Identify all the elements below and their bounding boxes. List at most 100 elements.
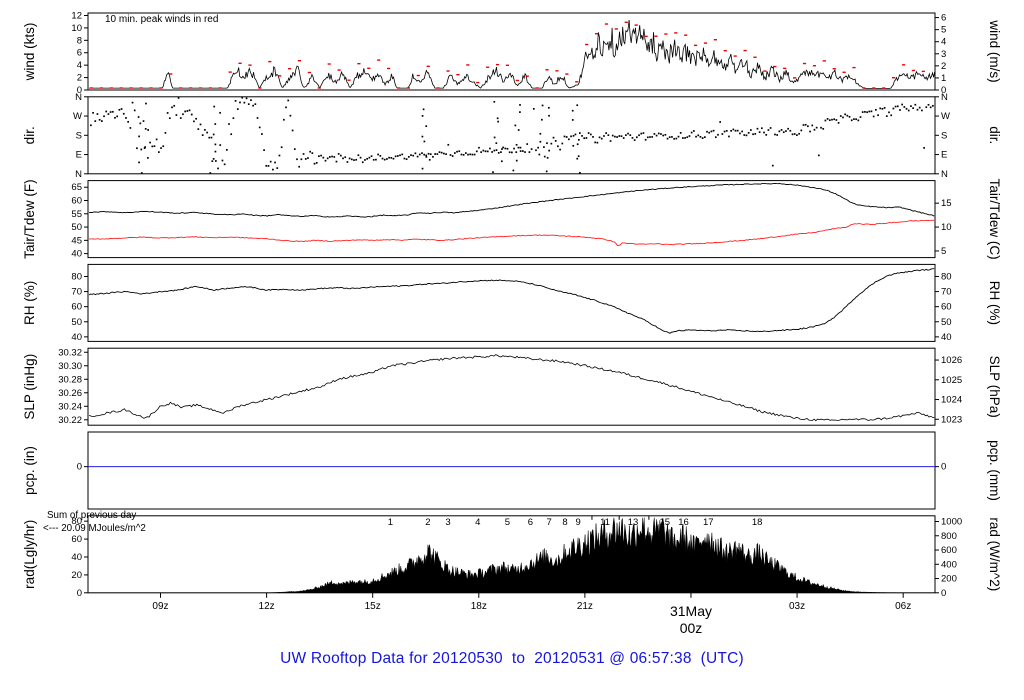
dir-dot bbox=[471, 153, 474, 156]
dir-dot bbox=[589, 133, 592, 136]
dir-dot bbox=[853, 118, 855, 120]
dir-dot bbox=[497, 120, 500, 123]
dir-dot bbox=[638, 134, 640, 137]
dir-dot bbox=[572, 144, 575, 147]
dir-dot bbox=[361, 161, 364, 164]
axis-title-right: pcp. (mm) bbox=[987, 440, 1002, 501]
dir-dot bbox=[394, 155, 397, 158]
tick-label-right: 40 bbox=[941, 332, 952, 343]
cumulative-marker-label: 17 bbox=[703, 517, 714, 528]
dir-dot bbox=[712, 129, 715, 132]
dir-dot bbox=[291, 129, 294, 132]
tick-label-right: 4 bbox=[941, 37, 946, 48]
dir-dot bbox=[175, 114, 178, 116]
dir-dot bbox=[515, 143, 518, 146]
dir-dot bbox=[375, 158, 377, 161]
dir-dot bbox=[756, 127, 759, 130]
cumulative-marker-label: 13 bbox=[628, 517, 639, 528]
dir-dot bbox=[576, 143, 579, 146]
cumulative-marker-label: 2 bbox=[425, 517, 430, 528]
dir-dot bbox=[425, 154, 428, 157]
axis-title-right: Tair/Tdew (C) bbox=[987, 179, 1002, 260]
dir-dot bbox=[721, 133, 724, 135]
cumulative-marker-label: 1 bbox=[388, 517, 393, 528]
dir-dot bbox=[386, 158, 388, 160]
dir-dot bbox=[307, 157, 309, 159]
tick-label-right: W bbox=[941, 111, 950, 122]
tick-label-left: 50 bbox=[71, 222, 82, 233]
tick-label-right: 1023 bbox=[941, 414, 962, 425]
dir-dot bbox=[642, 132, 645, 134]
dir-dot bbox=[458, 150, 461, 153]
cumulative-marker-label: 15 bbox=[660, 517, 671, 528]
dir-dot bbox=[204, 128, 206, 131]
dir-dot bbox=[144, 146, 146, 148]
dir-dot bbox=[263, 149, 265, 152]
dir-dot bbox=[278, 154, 281, 157]
dir-dot bbox=[512, 169, 515, 172]
dir-dot bbox=[493, 100, 496, 103]
panel-frame bbox=[87, 431, 936, 510]
dir-dot bbox=[868, 110, 871, 113]
dir-dot bbox=[497, 152, 500, 154]
dir-dot bbox=[813, 128, 816, 131]
dir-dot bbox=[421, 167, 424, 170]
dir-dot bbox=[855, 118, 857, 121]
dir-dot bbox=[138, 135, 140, 138]
dir-dot bbox=[247, 103, 250, 106]
dir-dot bbox=[118, 108, 121, 111]
dir-dot bbox=[776, 134, 779, 136]
tick-label-right: 600 bbox=[941, 545, 957, 556]
dir-dot bbox=[508, 151, 511, 154]
dir-dot bbox=[905, 107, 908, 110]
dir-dot bbox=[151, 145, 154, 148]
dir-dot bbox=[320, 154, 322, 157]
dir-dot bbox=[348, 157, 351, 160]
dir-dot bbox=[484, 150, 487, 153]
tick-label-left: 60 bbox=[71, 534, 82, 545]
dir-dot bbox=[421, 135, 424, 138]
dir-dot bbox=[539, 140, 542, 143]
dir-dot bbox=[839, 115, 842, 117]
axis-title-right: wind (m/s) bbox=[987, 19, 1002, 82]
dir-dot bbox=[493, 149, 496, 152]
dir-dot bbox=[651, 136, 654, 138]
dir-dot bbox=[758, 131, 761, 134]
dir-dot bbox=[214, 143, 217, 146]
tick-label-left: 0 bbox=[77, 462, 82, 473]
dir-dot bbox=[103, 115, 105, 118]
dir-dot bbox=[329, 156, 331, 158]
dir-dot bbox=[311, 152, 314, 154]
dir-dot bbox=[603, 135, 605, 137]
dir-dot bbox=[754, 132, 757, 135]
tick-label-left: 30.30 bbox=[58, 361, 82, 372]
dir-dot bbox=[579, 171, 581, 174]
dir-dot bbox=[693, 130, 695, 132]
dir-dot bbox=[559, 148, 561, 151]
dir-dot bbox=[571, 109, 574, 112]
panel-slp: 30.22 30.24 30.26 30.28 30.30 30.32 1023 1024 10… bbox=[22, 347, 1002, 426]
dir-dot bbox=[197, 128, 200, 130]
cumulative-marker-label: 5 bbox=[505, 517, 510, 528]
tick-label-right: 1 bbox=[941, 73, 946, 84]
dir-dot bbox=[366, 157, 369, 160]
sum-value-note: <--- 20.09 MJoules/m^2 bbox=[43, 523, 146, 534]
dir-dot bbox=[234, 100, 237, 102]
dir-dot bbox=[885, 115, 888, 117]
dir-dot bbox=[447, 143, 450, 146]
dir-dot bbox=[443, 152, 445, 155]
dir-dot bbox=[574, 133, 577, 136]
dir-dot bbox=[214, 123, 217, 125]
tick-label-left: 50 bbox=[71, 317, 82, 328]
dir-dot bbox=[866, 111, 868, 114]
dir-dot bbox=[857, 119, 860, 122]
dir-dot bbox=[213, 105, 216, 108]
dir-dot bbox=[160, 147, 162, 149]
dir-dot bbox=[550, 142, 553, 145]
dir-dot bbox=[410, 154, 412, 156]
dir-dot bbox=[258, 126, 261, 129]
dir-dot bbox=[907, 109, 910, 112]
dir-dot bbox=[145, 102, 147, 105]
dir-dot bbox=[460, 153, 463, 156]
